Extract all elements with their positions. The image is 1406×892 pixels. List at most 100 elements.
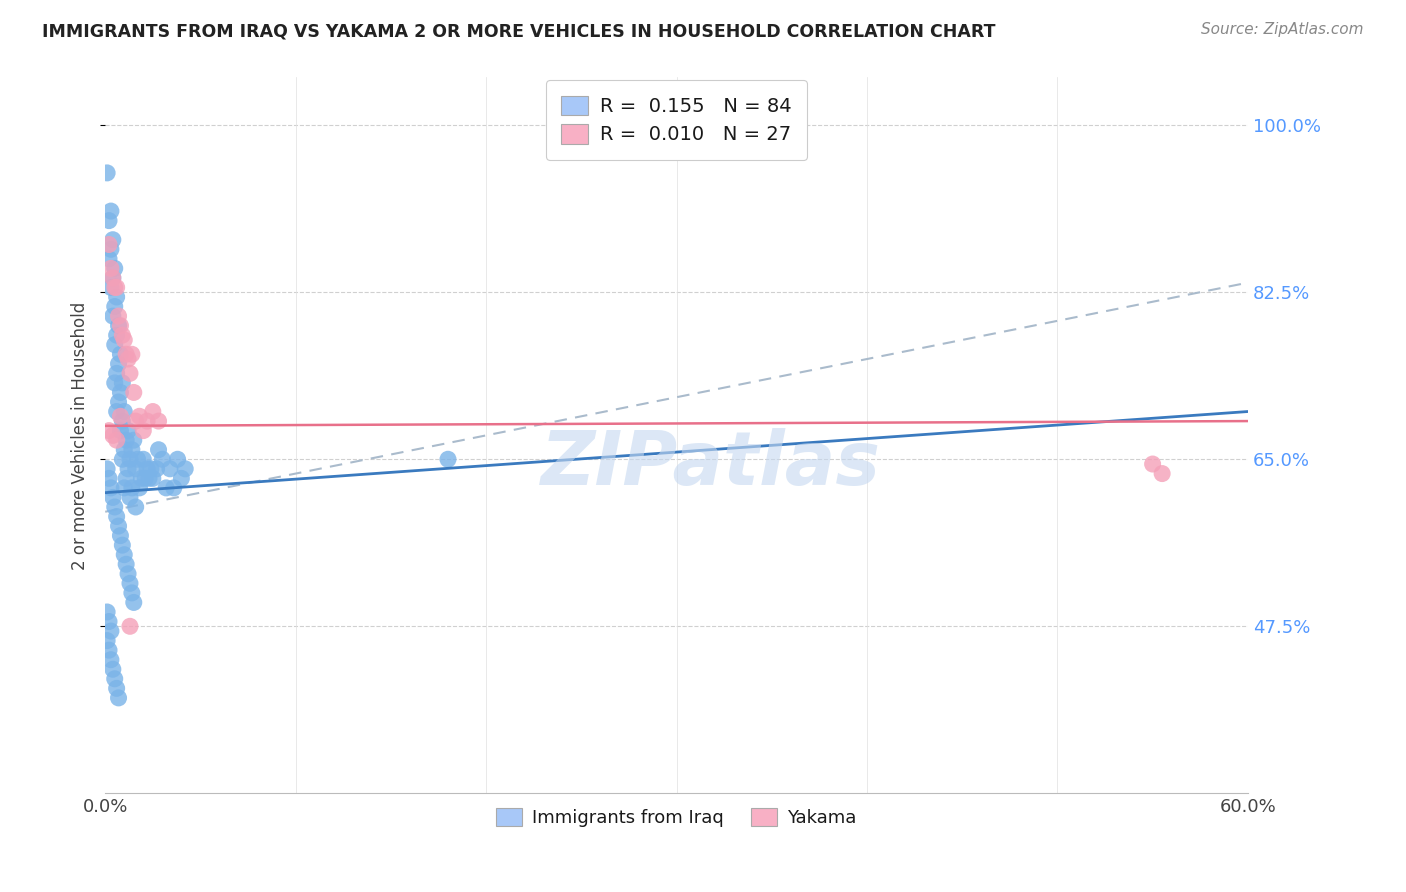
Point (1142, 457, 1164, 471)
Point (100, 653, 122, 667)
Legend: Immigrants from Iraq, Yakama: Immigrants from Iraq, Yakama (489, 801, 863, 834)
Point (104, 280, 127, 294)
Point (101, 271, 124, 285)
Point (101, 309, 124, 323)
Point (101, 491, 124, 505)
Point (170, 471, 193, 485)
Point (437, 452, 460, 467)
Point (107, 519, 129, 533)
Point (98, 643, 121, 657)
Point (107, 318, 129, 333)
Point (111, 414, 134, 428)
Point (111, 452, 134, 467)
Point (110, 409, 132, 424)
Point (115, 471, 138, 485)
Point (142, 471, 165, 485)
Point (121, 347, 143, 361)
Point (105, 328, 128, 343)
Point (112, 442, 135, 457)
Point (96, 633, 118, 648)
Point (98, 615, 121, 629)
Point (110, 528, 132, 542)
Point (145, 462, 167, 476)
Point (117, 424, 139, 438)
Point (98, 424, 121, 438)
Point (104, 376, 127, 390)
Point (98, 252, 121, 266)
Point (100, 481, 122, 495)
Point (118, 452, 141, 467)
Point (104, 261, 127, 276)
Y-axis label: 2 or more Vehicles in Household: 2 or more Vehicles in Household (72, 301, 89, 569)
Point (112, 333, 135, 347)
Point (118, 491, 141, 505)
Point (112, 548, 135, 562)
Point (107, 309, 129, 323)
Point (112, 481, 135, 495)
Point (104, 337, 127, 351)
Point (142, 404, 165, 418)
Point (132, 452, 155, 467)
Point (100, 624, 122, 638)
Point (105, 509, 128, 524)
Point (125, 414, 148, 428)
Point (107, 357, 129, 371)
Point (104, 300, 127, 314)
Point (105, 290, 128, 304)
Point (148, 414, 170, 428)
Text: IMMIGRANTS FROM IRAQ VS YAKAMA 2 OR MORE VEHICLES IN HOUSEHOLD CORRELATION CHART: IMMIGRANTS FROM IRAQ VS YAKAMA 2 OR MORE… (42, 22, 995, 40)
Point (136, 414, 159, 428)
Point (110, 385, 132, 400)
Point (155, 481, 177, 495)
Point (100, 204, 122, 219)
Point (98, 471, 121, 485)
Point (115, 558, 138, 572)
Point (127, 452, 149, 467)
Point (139, 462, 162, 476)
Point (96, 166, 118, 180)
Point (105, 404, 128, 418)
Point (117, 462, 139, 476)
Point (104, 500, 127, 514)
Point (134, 471, 156, 485)
Text: Source: ZipAtlas.com: Source: ZipAtlas.com (1201, 22, 1364, 37)
Point (110, 347, 132, 361)
Point (111, 328, 134, 343)
Point (96, 462, 118, 476)
Point (174, 462, 197, 476)
Point (105, 681, 128, 696)
Point (110, 318, 132, 333)
Point (150, 452, 173, 467)
Text: ZIPatlas: ZIPatlas (541, 427, 880, 500)
Point (166, 452, 188, 467)
Point (117, 566, 139, 581)
Point (101, 233, 124, 247)
Point (132, 424, 155, 438)
Point (111, 538, 134, 552)
Point (101, 271, 124, 285)
Point (118, 576, 141, 591)
Point (105, 280, 128, 294)
Point (125, 500, 148, 514)
Point (100, 242, 122, 256)
Point (1152, 467, 1174, 481)
Point (98, 213, 121, 227)
Point (131, 471, 153, 485)
Point (163, 481, 186, 495)
Point (121, 481, 143, 495)
Point (101, 662, 124, 676)
Point (105, 367, 128, 381)
Point (136, 462, 159, 476)
Point (128, 409, 150, 424)
Point (100, 280, 122, 294)
Point (159, 462, 181, 476)
Point (122, 595, 145, 609)
Point (110, 424, 132, 438)
Point (118, 367, 141, 381)
Point (128, 481, 150, 495)
Point (122, 385, 145, 400)
Point (111, 376, 134, 390)
Point (115, 347, 138, 361)
Point (118, 619, 141, 633)
Point (107, 395, 129, 409)
